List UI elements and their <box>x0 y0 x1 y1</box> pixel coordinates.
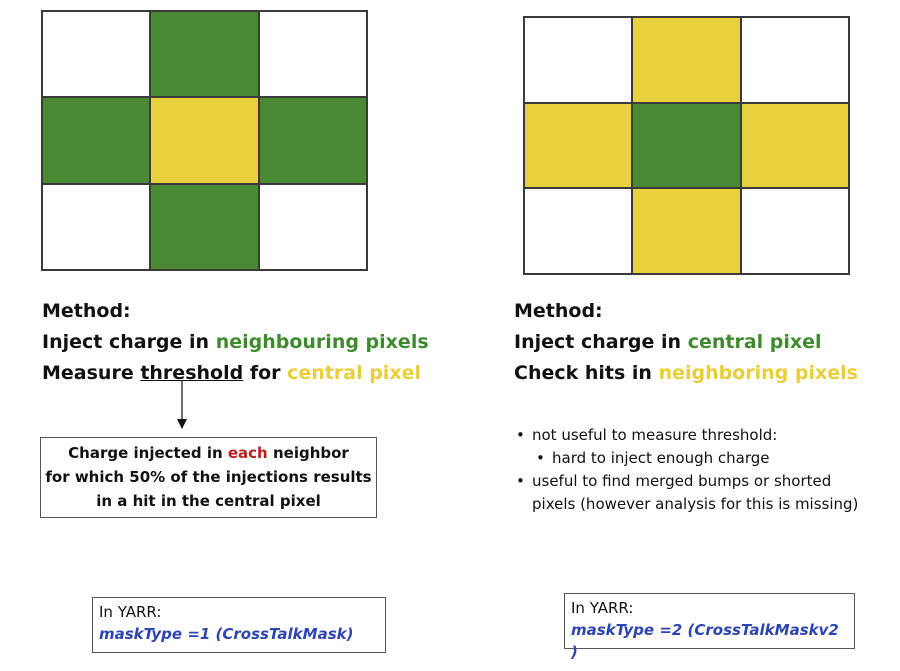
grid-left-cell <box>42 97 151 184</box>
yarr-left-mask: maskType =1 (CrossTalkMask) <box>99 625 354 643</box>
grid-right-cell <box>740 17 849 103</box>
method-left-line1: Inject charge in neighbouring pixels <box>42 327 429 358</box>
charge-box-each: each <box>227 444 268 462</box>
list-item: hard to inject enough charge <box>514 447 894 470</box>
list-item: not useful to measure threshold: <box>514 424 894 447</box>
yarr-box-left: In YARR: maskType =1 (CrossTalkMask) <box>92 597 386 653</box>
method-left: Method: Inject charge in neighbouring pi… <box>42 296 429 389</box>
method-right-heading: Method: <box>514 300 603 322</box>
yarr-left-label: In YARR: <box>99 603 162 621</box>
grid-left-cell <box>42 11 151 98</box>
grid-left-cell <box>150 97 259 184</box>
method-right-line2-highlight: neighboring pixels <box>658 362 858 384</box>
charge-box-line3: in a hit in the central pixel <box>96 492 321 510</box>
method-right-line1-highlight: central pixel <box>687 331 822 353</box>
grid-left-cell <box>258 11 367 98</box>
grid-left-cell <box>258 183 367 270</box>
method-right: Method: Inject charge in central pixel C… <box>514 296 858 389</box>
grid-right-cell <box>524 102 633 189</box>
grid-right-cell <box>632 188 741 274</box>
method-left-line2-highlight: central pixel <box>287 362 421 384</box>
grid-right-cell <box>524 188 633 274</box>
list-item: useful to find merged bumps or shorted <box>514 470 894 493</box>
method-left-line2: Measure threshold for central pixel <box>42 358 429 389</box>
grid-left-cell <box>150 11 259 98</box>
method-left-line2-prefix: Measure <box>42 362 141 384</box>
method-left-threshold: threshold <box>140 362 244 384</box>
charge-box-line1-prefix: Charge injected in <box>68 444 228 462</box>
list-item-continuation: pixels (however analysis for this is mis… <box>532 495 859 513</box>
yarr-box-right: In YARR: maskType =2 (CrossTalkMaskv2 ) <box>564 593 855 661</box>
down-arrow-icon <box>177 381 187 429</box>
method-left-line1-highlight: neighbouring pixels <box>215 331 429 353</box>
method-right-line1: Inject charge in central pixel <box>514 327 858 358</box>
grid-left-cell <box>42 183 151 270</box>
grid-right-cell <box>632 102 741 189</box>
grid-left-cell <box>150 183 259 270</box>
crosstalk-grid-right <box>523 16 850 275</box>
charge-box-line2: for which 50% of the injections results <box>45 468 372 486</box>
yarr-right-mask: maskType =2 (CrossTalkMaskv2 ) <box>571 621 839 661</box>
grid-right-cell <box>632 17 741 103</box>
grid-left-cell <box>258 97 367 184</box>
yarr-right-label: In YARR: <box>571 599 634 617</box>
charge-explanation-box: Charge injected in each neighbor for whi… <box>40 437 377 518</box>
charge-box-line1: Charge injected in each neighbor <box>41 441 376 465</box>
notes-list: not useful to measure threshold: hard to… <box>514 424 894 516</box>
method-right-line2: Check hits in neighboring pixels <box>514 358 858 389</box>
method-left-line2-mid: for <box>243 362 288 384</box>
method-left-heading: Method: <box>42 300 131 322</box>
charge-box-line1-suffix: neighbor <box>267 444 349 462</box>
method-right-line2-prefix: Check hits in <box>514 362 659 384</box>
crosstalk-grid-left <box>41 10 368 271</box>
grid-right-cell <box>524 17 633 103</box>
grid-right-cell <box>740 188 849 274</box>
method-left-line1-prefix: Inject charge in <box>42 331 216 353</box>
method-right-line1-prefix: Inject charge in <box>514 331 688 353</box>
grid-right-cell <box>740 102 849 189</box>
